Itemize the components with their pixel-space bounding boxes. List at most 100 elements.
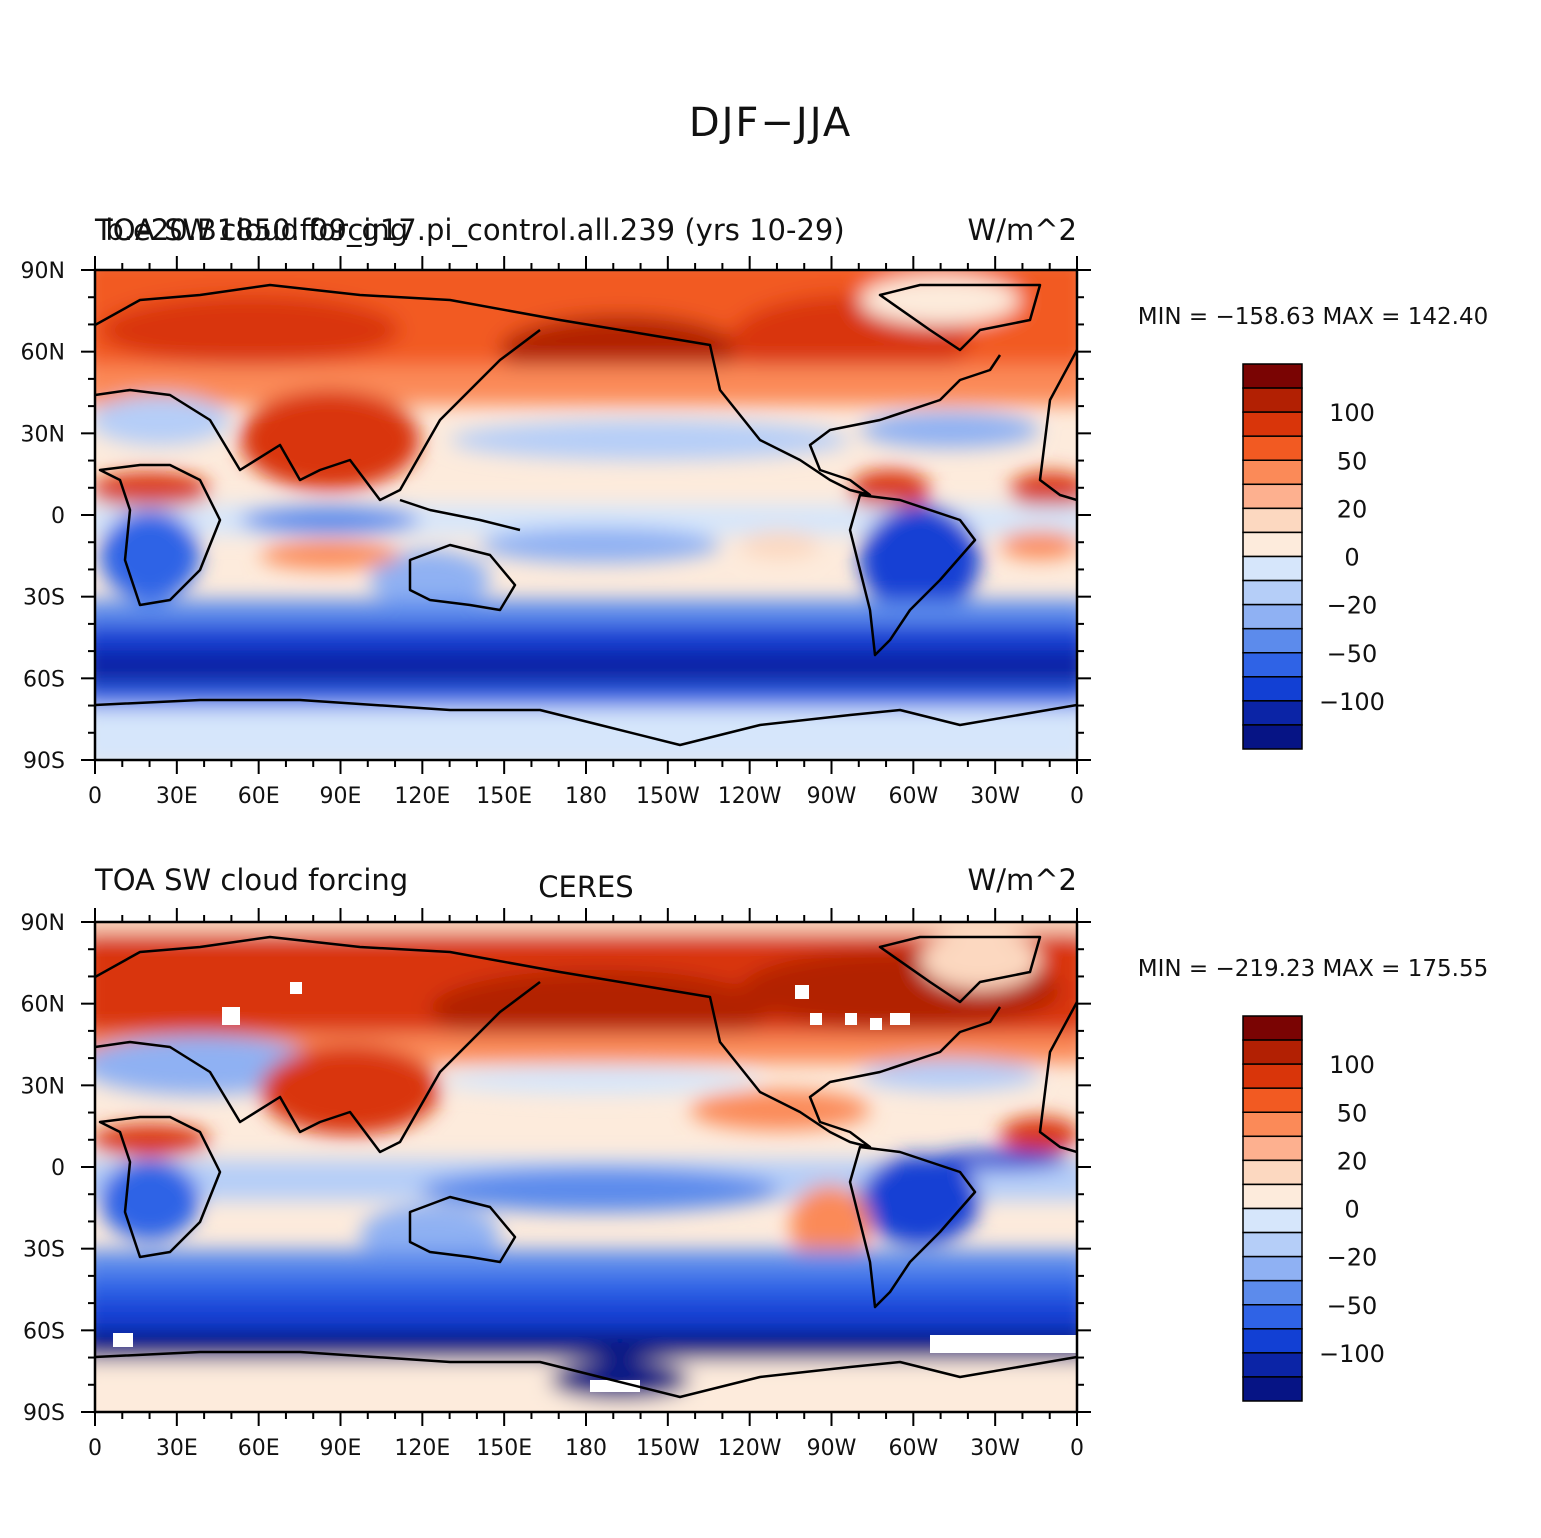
y-tick-label: 90N xyxy=(21,259,65,284)
x-tick-label: 120E xyxy=(394,1436,450,1461)
x-tick-label: 120W xyxy=(718,1436,782,1461)
panel-1-colorbar: 100 50 20 0 −20 −50 −100 xyxy=(1242,363,1385,750)
y-tick-label: 30S xyxy=(23,1238,65,1263)
colorbar-swatch xyxy=(1242,1111,1303,1138)
x-tick-label: 90E xyxy=(320,784,362,809)
x-tick-label: 150W xyxy=(636,1436,700,1461)
x-tick-label: 60W xyxy=(888,1436,938,1461)
y-tick-label: 90N xyxy=(21,911,65,936)
panel-1-center-title: b.e20.B1850.f09_g17.pi_control.all.239 (… xyxy=(105,213,844,247)
y-tick-label: 90S xyxy=(23,1401,65,1426)
colorbar-label: −20 xyxy=(1327,1244,1378,1272)
y-tick-label: 90S xyxy=(23,749,65,774)
y-tick-label: 30N xyxy=(21,422,65,447)
colorbar-swatch xyxy=(1242,652,1303,678)
panel-1-min-max: MIN = −158.63 MAX = 142.40 xyxy=(1138,304,1489,330)
y-tick-label: 0 xyxy=(51,1156,65,1181)
x-tick-label: 0 xyxy=(88,1436,102,1461)
y-tick-label: 60N xyxy=(21,993,65,1018)
colorbar-label: 50 xyxy=(1337,1099,1368,1127)
colorbar-swatch xyxy=(1242,1063,1303,1089)
colorbar-swatch xyxy=(1242,363,1303,389)
colorbar-swatch xyxy=(1242,676,1303,702)
colorbar-swatch xyxy=(1242,435,1303,461)
x-tick-label: 120W xyxy=(718,784,782,809)
colorbar-swatch xyxy=(1242,531,1303,558)
x-tick-label: 150W xyxy=(636,784,700,809)
colorbar-label: −100 xyxy=(1319,688,1385,716)
x-tick-label: 120E xyxy=(394,784,450,809)
colorbar-swatch xyxy=(1242,459,1303,486)
colorbar-swatch xyxy=(1242,1279,1303,1306)
y-tick-label: 30N xyxy=(21,1074,65,1099)
x-tick-label: 30W xyxy=(970,784,1020,809)
colorbar-label: 100 xyxy=(1329,1051,1375,1079)
panel-2-units: W/m^2 xyxy=(968,863,1077,897)
x-tick-label: 90W xyxy=(807,784,857,809)
colorbar-label: −50 xyxy=(1327,1292,1378,1320)
x-tick-label: 150E xyxy=(476,1436,532,1461)
colorbar-swatch xyxy=(1242,483,1303,510)
x-tick-label: 0 xyxy=(88,784,102,809)
panel-1-y-ticks: 90N 60N 30N 0 30S 60S 90S xyxy=(21,259,1091,774)
panel-2-y-ticks: 90N 60N 30N 0 30S 60S 90S xyxy=(21,911,1091,1426)
colorbar-swatch xyxy=(1242,1135,1303,1162)
colorbar-swatch xyxy=(1242,627,1303,654)
x-tick-label: 0 xyxy=(1070,784,1084,809)
colorbar-swatch xyxy=(1242,1352,1303,1378)
panel-1-left-title: TOA SW cloud forcing xyxy=(94,213,408,247)
x-tick-label: 0 xyxy=(1070,1436,1084,1461)
panel-1-map xyxy=(95,270,1077,760)
x-tick-label: 90W xyxy=(807,1436,857,1461)
colorbar-label: 0 xyxy=(1344,544,1359,572)
colorbar-swatch xyxy=(1242,507,1303,534)
x-tick-label: 30E xyxy=(156,1436,198,1461)
colorbar-swatch xyxy=(1242,724,1303,750)
colorbar-swatch xyxy=(1242,555,1303,582)
y-tick-label: 0 xyxy=(51,504,65,529)
colorbar-swatch xyxy=(1242,411,1303,437)
x-tick-label: 60E xyxy=(238,1436,280,1461)
colorbar-swatch xyxy=(1242,579,1303,606)
colorbar-swatch xyxy=(1242,1183,1303,1210)
panel-2-left-title: TOA SW cloud forcing xyxy=(94,863,408,897)
colorbar-swatch xyxy=(1242,1255,1303,1282)
figure-title: DJF−JJA xyxy=(688,100,853,146)
colorbar-swatch xyxy=(1242,700,1303,726)
y-tick-label: 60S xyxy=(23,1319,65,1344)
colorbar-swatch xyxy=(1242,1039,1303,1065)
x-tick-label: 150E xyxy=(476,784,532,809)
colorbar-label: 0 xyxy=(1344,1196,1359,1224)
colorbar-swatch xyxy=(1242,1304,1303,1330)
colorbar-label: 20 xyxy=(1337,495,1368,523)
colorbar-swatch xyxy=(1242,1376,1303,1402)
y-tick-label: 60N xyxy=(21,341,65,366)
panel-1-x-ticks: 0 30E 60E 90E 120E 150E 180 150W 120W 90W 60W 30W 0 xyxy=(88,256,1084,809)
colorbar-label: −20 xyxy=(1327,592,1378,620)
y-tick-label: 30S xyxy=(23,586,65,611)
colorbar-swatch xyxy=(1242,1328,1303,1354)
panel-2-map xyxy=(95,922,1077,1412)
x-tick-label: 180 xyxy=(565,1436,607,1461)
panel-2-colorbar: 100 50 20 0 −20 −50 −100 xyxy=(1242,1015,1385,1402)
panel-2-center-title: CERES xyxy=(538,870,633,904)
panel-2-min-max: MIN = −219.23 MAX = 175.55 xyxy=(1138,956,1489,982)
colorbar-label: 100 xyxy=(1329,399,1375,427)
colorbar-label: −100 xyxy=(1319,1340,1385,1368)
colorbar-swatch xyxy=(1242,1159,1303,1186)
panel-2-x-ticks: 0 30E 60E 90E 120E 150E 180 150W 120W 90W 60W 30W 0 xyxy=(88,908,1084,1461)
panel-1-units: W/m^2 xyxy=(968,213,1077,247)
x-tick-label: 30W xyxy=(970,1436,1020,1461)
colorbar-swatch xyxy=(1242,387,1303,413)
colorbar-swatch xyxy=(1242,1231,1303,1258)
x-tick-label: 90E xyxy=(320,1436,362,1461)
y-tick-label: 60S xyxy=(23,667,65,692)
colorbar-swatch xyxy=(1242,1087,1303,1113)
colorbar-swatch xyxy=(1242,1015,1303,1041)
colorbar-label: 50 xyxy=(1337,447,1368,475)
colorbar-swatch xyxy=(1242,603,1303,630)
x-tick-label: 180 xyxy=(565,784,607,809)
colorbar-label: −50 xyxy=(1327,640,1378,668)
panel-2: TOA SW cloud forcing CERES W/m^2 xyxy=(21,863,1489,1461)
